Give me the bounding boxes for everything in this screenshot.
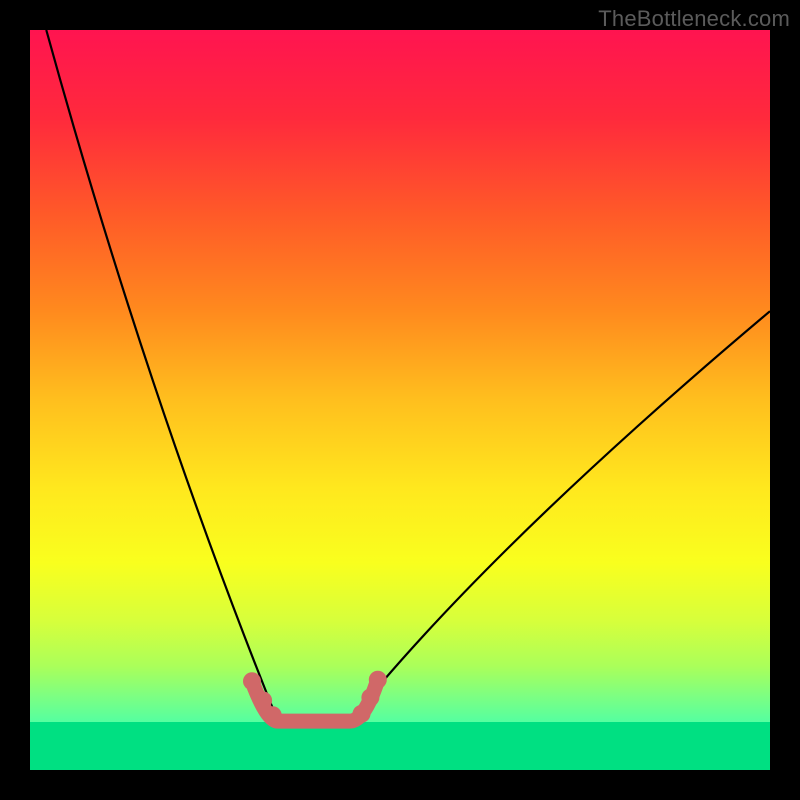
highlight-dot bbox=[361, 688, 379, 706]
highlight-dot bbox=[264, 706, 282, 724]
highlight-dot bbox=[353, 705, 371, 723]
plot-background bbox=[30, 30, 770, 770]
highlight-dot bbox=[254, 691, 272, 709]
highlight-dot bbox=[243, 672, 261, 690]
bottleneck-chart bbox=[0, 0, 800, 800]
highlight-dot bbox=[369, 671, 387, 689]
